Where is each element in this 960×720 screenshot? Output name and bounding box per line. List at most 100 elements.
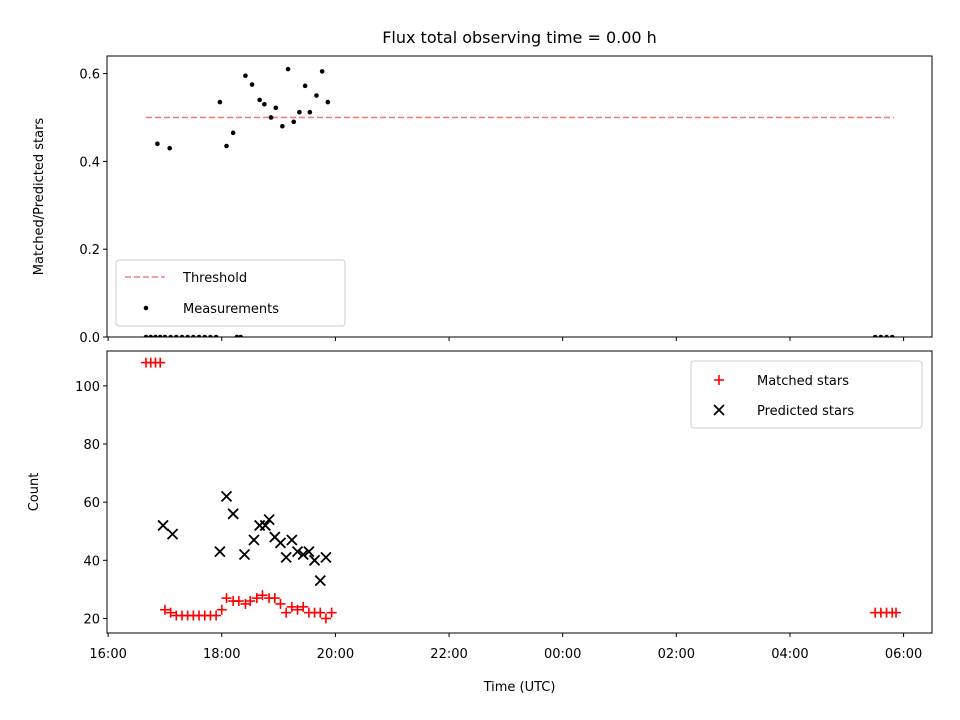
measurement-point	[179, 334, 185, 337]
predicted-stars-point	[254, 519, 266, 532]
measurement-point	[143, 334, 149, 337]
chart-title: Flux total observing time = 0.00 h	[382, 28, 657, 47]
matched-stars-point	[165, 607, 176, 618]
matched-stars-point	[211, 610, 222, 621]
y-axis-label: Count	[27, 473, 42, 512]
y-tick-label: 0.6	[79, 68, 100, 83]
predicted-stars-point	[297, 548, 309, 561]
measurement-point	[262, 101, 267, 107]
x-axis-label: Time (UTC)	[483, 680, 556, 695]
measurement-point	[291, 119, 297, 125]
x-tick-label: 00:00	[544, 647, 581, 662]
predicted-stars-point	[214, 545, 226, 558]
matched-stars-point	[216, 604, 227, 615]
predicted-stars-point	[280, 551, 292, 564]
predicted-stars-point	[259, 519, 271, 532]
y-tick-label: 20	[83, 612, 100, 627]
measurement-point	[230, 130, 236, 136]
legend-matched-swatch	[714, 375, 724, 385]
predicted-stars-point	[320, 551, 332, 564]
measurement-point	[208, 334, 213, 337]
measurement-point	[202, 334, 208, 337]
measurement-point	[872, 334, 878, 337]
matched-stars-point	[292, 604, 303, 615]
legend-threshold-label: Threshold	[182, 271, 247, 286]
predicted-stars-point	[166, 528, 179, 540]
predicted-stars-point	[157, 519, 169, 532]
y-tick-label: 60	[83, 496, 100, 511]
legend-predicted-swatch	[713, 404, 725, 416]
axes-frame-1	[106, 55, 933, 338]
measurement-point	[314, 93, 319, 98]
measurement-point	[302, 83, 308, 89]
predicted-stars-point	[286, 534, 298, 546]
y-tick-label: 80	[83, 438, 100, 453]
y-axis-label: Matched/Predicted stars	[32, 118, 47, 276]
legend-measurements-swatch	[143, 305, 149, 311]
legend-matched-label: Matched stars	[757, 374, 849, 389]
measurement-point	[217, 99, 223, 105]
measurement-point	[224, 143, 229, 149]
predicted-stars-point	[238, 548, 251, 561]
measurement-point	[167, 145, 172, 151]
measurement-point	[196, 334, 202, 337]
matched-stars-point	[245, 596, 256, 607]
y-tick-label: 40	[83, 554, 100, 569]
x-tick-label: 16:00	[89, 647, 126, 662]
legend-bottom	[690, 360, 923, 429]
matched-stars-point	[159, 604, 170, 615]
x-tick-label: 20:00	[317, 647, 354, 662]
legend-measurements-label: Measurements	[183, 302, 279, 317]
matched-stars-point	[155, 357, 166, 368]
measurement-point	[153, 334, 158, 337]
predicted-stars-point	[227, 508, 239, 520]
matched-stars-point	[257, 590, 268, 601]
predicted-stars-point	[308, 554, 321, 566]
matched-stars-point	[315, 607, 326, 618]
matched-stars-point	[320, 613, 331, 624]
plot-area-2	[141, 357, 902, 624]
measurement-point	[273, 105, 279, 111]
measurement-point	[268, 115, 274, 120]
measurement-point	[238, 334, 244, 337]
legend-predicted-label: Predicted stars	[757, 404, 854, 419]
measurement-point	[249, 82, 255, 87]
y-tick-label: 100	[75, 380, 100, 395]
x-tick-label: 06:00	[885, 647, 922, 662]
predicted-stars-point	[248, 534, 260, 546]
matched-stars-point	[298, 601, 309, 612]
predicted-stars-point	[274, 537, 287, 549]
y-tick-label: 0.0	[79, 331, 100, 346]
matched-stars-point	[286, 601, 297, 612]
legend-top	[115, 259, 346, 327]
y-tick-label: 0.4	[79, 155, 100, 170]
measurement-point	[191, 334, 196, 337]
x-tick-label: 22:00	[430, 647, 467, 662]
measurement-point	[285, 66, 291, 72]
measurement-point	[889, 334, 895, 337]
plot-area-1	[143, 66, 895, 337]
measurement-point	[148, 334, 154, 337]
measurement-point	[234, 334, 240, 337]
measurement-point	[155, 141, 160, 147]
predicted-stars-point	[263, 513, 275, 526]
matched-stars-point	[326, 607, 337, 618]
matched-stars-point	[269, 593, 280, 604]
matched-stars-point	[275, 598, 286, 609]
matched-stars-point	[891, 607, 902, 618]
measurement-point	[257, 97, 262, 103]
matched-stars-point	[251, 593, 262, 604]
measurement-point	[319, 69, 325, 74]
measurement-point	[174, 334, 179, 337]
measurement-point	[307, 109, 313, 115]
measurement-point	[297, 109, 302, 115]
predicted-stars-point	[303, 545, 315, 558]
matched-stars-point	[281, 607, 292, 618]
y-tick-label: 0.2	[79, 243, 100, 258]
x-tick-label: 02:00	[658, 647, 695, 662]
matched-stars-point	[221, 593, 232, 604]
x-tick-label: 18:00	[203, 647, 240, 662]
axes-frame-2	[106, 350, 933, 634]
predicted-stars-point	[291, 545, 304, 558]
